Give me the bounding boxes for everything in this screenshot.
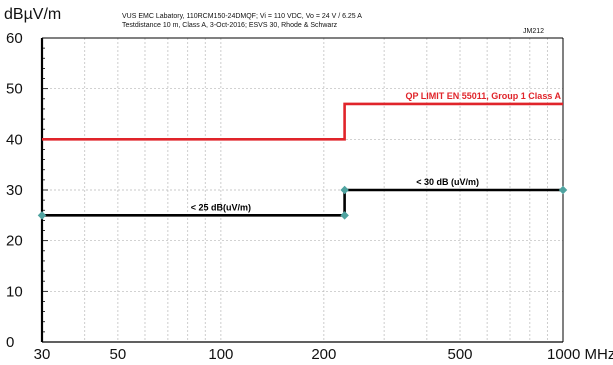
y-axis-label: dBµV/m [4, 6, 61, 23]
header-line-1: VUS EMC Labatory, 110RCM150-24DMQF; Vi =… [122, 13, 362, 20]
y-tick-label: 60 [6, 30, 23, 47]
measurement-line [42, 188, 563, 217]
x-tick-label: 50 [110, 346, 127, 363]
annotation-label: < 25 dB(uV/m) [191, 202, 251, 212]
reference-code: JM212 [523, 28, 544, 35]
series-layer [37, 102, 568, 220]
data-point-marker [340, 185, 349, 195]
limit-line [42, 102, 563, 141]
limit-line-label: QP LIMIT EN 55011, Group 1 Class A [405, 91, 561, 101]
x-tick-label: 200 [311, 346, 336, 363]
y-tick-label: 0 [6, 334, 14, 351]
x-tick-label: 1000 MHz [547, 346, 613, 363]
x-tick-label: 500 [447, 346, 472, 363]
data-point-marker [340, 211, 349, 220]
label-layer: 0 10 20 30 40 50 60 30 50 100 200 500 1000 MHz QP LIM… [6, 30, 613, 363]
y-tick-label: 40 [6, 131, 23, 148]
annotation-label: < 30 dB (uV/m) [416, 177, 479, 187]
y-tick-label: 20 [6, 233, 23, 250]
header-line-2: Testdistance 10 m, Class A, 3-Oct-2016; … [122, 22, 338, 29]
data-point-marker [37, 211, 47, 220]
y-tick-label: 50 [6, 81, 23, 98]
x-tick-label: 30 [34, 346, 51, 363]
x-tick-label: 100 [208, 346, 233, 363]
y-tick-label: 30 [6, 182, 23, 199]
y-tick-label: 10 [6, 283, 23, 300]
